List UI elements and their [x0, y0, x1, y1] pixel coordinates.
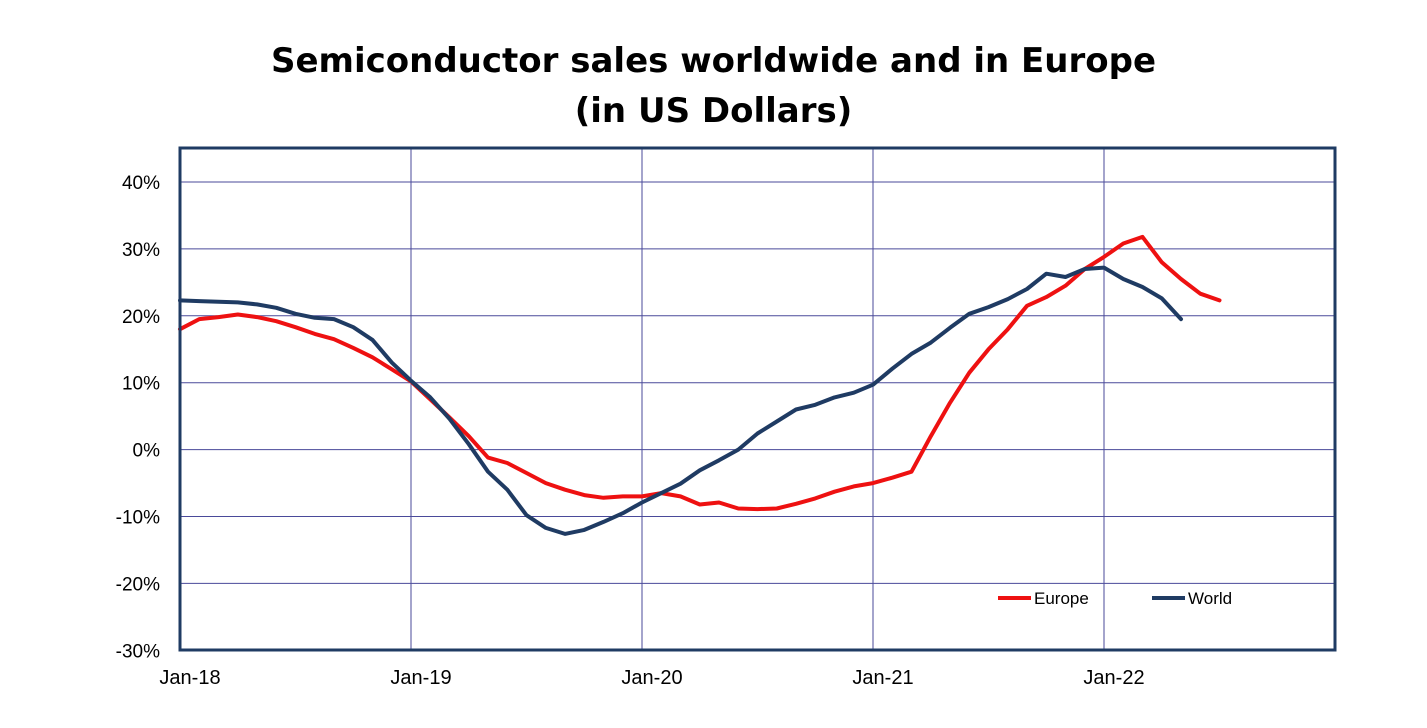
plot-frame	[178, 146, 1337, 652]
y-tick-label: 30%	[122, 240, 160, 261]
y-tick-label: -30%	[116, 641, 160, 662]
series-group	[178, 234, 1222, 536]
series-line-world	[178, 265, 1183, 536]
legend[interactable]: Europe World	[998, 589, 1232, 608]
y-tick-label: 10%	[122, 374, 160, 395]
y-tick-label: -20%	[116, 574, 160, 595]
y-tick-label: -10%	[116, 508, 160, 529]
legend-label-europe[interactable]: Europe	[1034, 589, 1089, 608]
y-tick-label: 20%	[122, 307, 160, 328]
x-axis: Jan-18 Jan-19 Jan-20 Jan-21 Jan-22	[159, 667, 1144, 689]
series-line-europe	[178, 234, 1222, 512]
grid	[180, 148, 1335, 651]
chart-title: Semiconductor sales worldwide and in Eur…	[270, 41, 1157, 81]
x-tick-label: Jan-20	[621, 667, 682, 689]
legend-label-world[interactable]: World	[1188, 589, 1232, 608]
y-axis: 40% 30% 20% 10% 0% -10% -20% -30%	[116, 173, 160, 662]
x-tick-label: Jan-22	[1083, 667, 1144, 689]
chart-title-block: Semiconductor sales worldwide and in Eur…	[0, 36, 1427, 136]
x-tick-label: Jan-19	[390, 667, 451, 689]
x-tick-label: Jan-21	[852, 667, 913, 689]
x-tick-label: Jan-18	[159, 667, 220, 689]
y-tick-label: 0%	[133, 441, 161, 462]
y-tick-label: 40%	[122, 173, 160, 194]
chart-subtitle: (in US Dollars)	[574, 91, 853, 131]
